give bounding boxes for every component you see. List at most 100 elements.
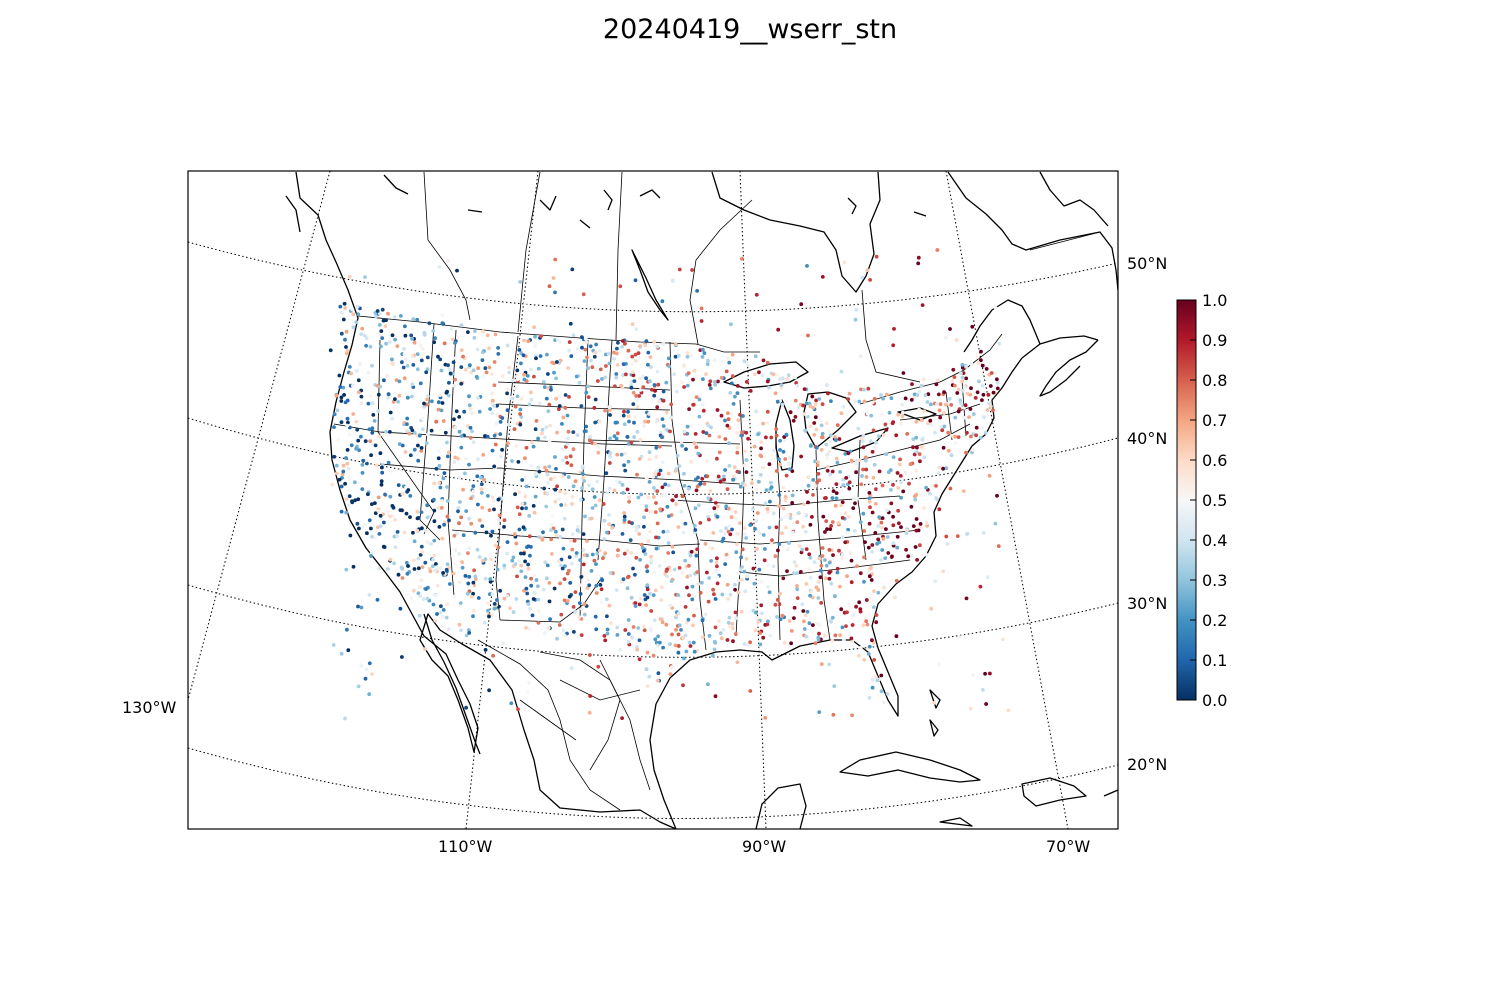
station-point <box>512 532 517 537</box>
station-point <box>602 518 607 523</box>
station-point <box>569 666 574 670</box>
station-point <box>745 362 750 367</box>
station-point <box>439 408 444 413</box>
station-point <box>707 633 712 638</box>
station-point <box>519 361 523 366</box>
station-point <box>436 354 440 359</box>
station-point <box>431 602 436 607</box>
station-point <box>933 430 937 435</box>
station-point <box>891 455 896 459</box>
station-point <box>481 374 485 379</box>
station-point <box>839 411 844 416</box>
station-point <box>728 391 733 395</box>
station-point <box>687 407 691 411</box>
station-point <box>974 433 978 438</box>
station-point <box>627 495 631 500</box>
station-point <box>808 555 813 560</box>
station-point <box>592 495 597 499</box>
colorbar-ticks: 1.00.90.80.70.60.50.40.30.20.10.0 <box>1190 291 1227 710</box>
station-point <box>651 475 655 479</box>
station-point <box>655 369 660 374</box>
station-point <box>813 483 818 488</box>
station-point <box>638 596 643 601</box>
station-point <box>915 445 919 450</box>
station-point <box>713 694 718 699</box>
station-point <box>644 504 649 509</box>
station-point <box>405 364 410 368</box>
station-point <box>477 409 482 414</box>
station-point <box>765 622 770 627</box>
station-point <box>367 593 372 597</box>
station-point <box>936 392 941 397</box>
station-point <box>774 469 779 473</box>
station-point <box>861 433 866 438</box>
station-point <box>480 505 485 510</box>
station-point <box>515 394 520 399</box>
station-point <box>531 597 536 601</box>
station-point <box>970 448 975 452</box>
station-point <box>614 372 619 376</box>
station-point <box>423 528 428 533</box>
station-point <box>542 385 547 389</box>
station-point <box>765 507 770 511</box>
station-point <box>646 539 651 543</box>
station-point <box>451 571 456 576</box>
station-point <box>724 552 729 557</box>
station-point <box>444 567 449 572</box>
station-point <box>448 371 453 376</box>
station-point <box>730 352 735 357</box>
station-point <box>488 407 492 411</box>
station-point <box>482 477 486 482</box>
station-point <box>661 389 666 394</box>
station-point <box>942 382 946 387</box>
station-point <box>987 401 991 405</box>
station-point <box>563 503 568 507</box>
station-point <box>729 515 734 520</box>
station-point <box>552 478 557 483</box>
station-point <box>373 443 378 448</box>
station-point <box>829 581 834 586</box>
station-point <box>373 535 377 540</box>
station-point <box>661 424 666 428</box>
station-point <box>812 560 817 564</box>
station-point <box>550 552 554 556</box>
station-point <box>412 340 417 345</box>
station-point <box>656 671 661 676</box>
station-point <box>761 635 766 640</box>
station-point <box>891 343 896 348</box>
station-points <box>328 248 1011 721</box>
station-point <box>718 631 723 636</box>
station-point <box>468 407 473 411</box>
station-point <box>838 584 842 589</box>
station-point <box>578 558 582 562</box>
station-point <box>858 354 863 359</box>
station-point <box>345 627 349 632</box>
station-point <box>917 452 922 456</box>
station-point <box>354 320 359 325</box>
station-point <box>662 493 667 497</box>
station-point <box>561 628 566 633</box>
station-point <box>874 254 879 259</box>
station-point <box>438 473 443 478</box>
station-point <box>867 695 872 700</box>
station-point <box>849 636 854 641</box>
station-point <box>573 610 578 614</box>
station-point <box>705 474 710 479</box>
station-point <box>452 383 457 388</box>
station-point <box>631 373 636 378</box>
station-point <box>828 439 833 444</box>
station-point <box>782 437 787 442</box>
station-point <box>540 537 545 542</box>
station-point <box>527 534 532 539</box>
station-point <box>365 461 369 466</box>
station-point <box>395 344 400 348</box>
station-point <box>378 524 383 529</box>
station-point <box>912 452 917 457</box>
station-point <box>547 284 552 289</box>
station-point <box>833 594 837 599</box>
station-point <box>933 579 937 584</box>
station-point <box>426 432 430 437</box>
station-point <box>623 628 628 632</box>
station-point <box>716 379 720 384</box>
station-point <box>356 438 361 443</box>
